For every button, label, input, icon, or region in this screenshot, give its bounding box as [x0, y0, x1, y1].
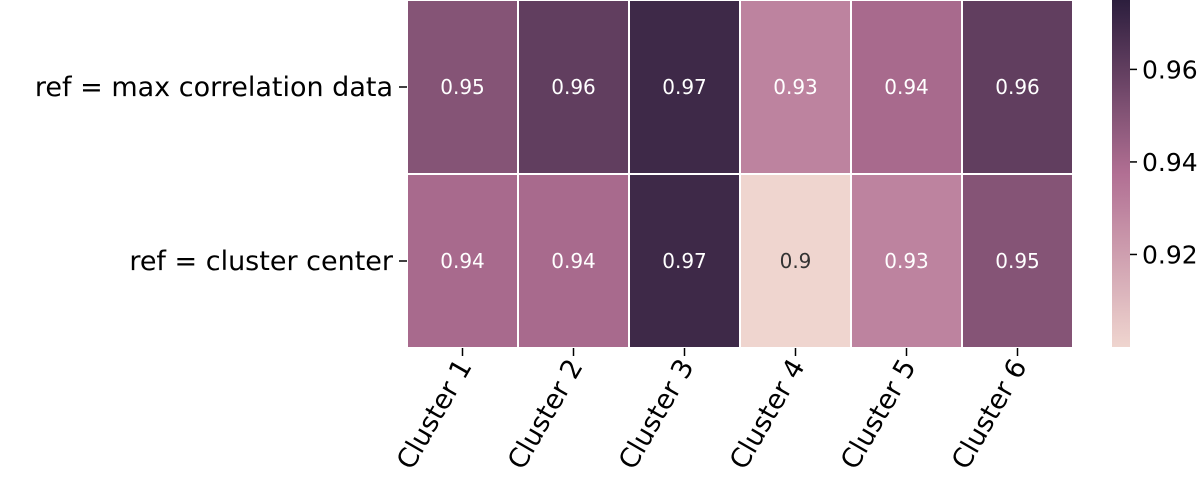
heatmap-cells [406, 0, 1074, 349]
heatmap-cell-label: 0.97 [662, 249, 707, 273]
colorbar-gradient [1112, 0, 1130, 347]
heatmap-cell-label: 0.93 [884, 249, 929, 273]
heatmap-cell-label: 0.96 [995, 75, 1040, 99]
heatmap-cell [961, 173, 1074, 349]
heatmap-cell [406, 173, 519, 349]
colorbar: 0.92 0.94 0.96 [1112, 0, 1198, 347]
y-tick-label: ref = max correlation data [35, 72, 393, 103]
heatmap-cell-label: 0.94 [551, 249, 596, 273]
heatmap-cell-label: 0.95 [440, 75, 485, 99]
heatmap-cell-label: 0.96 [551, 75, 596, 99]
colorbar-tick-label: 0.96 [1142, 55, 1198, 84]
heatmap-cell [850, 0, 963, 175]
colorbar-tick-label: 0.94 [1142, 148, 1198, 177]
y-tick-label: ref = cluster center [129, 246, 394, 277]
heatmap-cell-label: 0.97 [662, 75, 707, 99]
colorbar-tick-label: 0.92 [1142, 240, 1198, 269]
x-tick-label: Cluster 4 [724, 354, 812, 475]
heatmap-cell-labels: 0.95 0.96 0.97 0.93 0.94 0.96 0.94 0.94 0.97 0.9 0… [440, 75, 1040, 273]
y-axis: ref = max correlation data ref = cluster … [35, 72, 407, 277]
heatmap-cell [628, 0, 741, 175]
heatmap-cell [406, 0, 519, 175]
heatmap-cell-label: 0.93 [773, 75, 818, 99]
heatmap-cell [961, 0, 1074, 175]
heatmap-cell [739, 173, 852, 349]
x-tick-label: Cluster 3 [613, 354, 701, 475]
heatmap-cell-label: 0.95 [995, 249, 1040, 273]
x-tick-label: Cluster 1 [391, 354, 479, 475]
heatmap-cell [517, 173, 630, 349]
heatmap-cell [628, 173, 741, 349]
heatmap-cell-label: 0.94 [884, 75, 929, 99]
heatmap-cell [739, 0, 852, 175]
x-tick-label: Cluster 6 [946, 354, 1034, 475]
heatmap-cell-label: 0.94 [440, 249, 485, 273]
heatmap-cell-label: 0.9 [780, 249, 812, 273]
x-axis: Cluster 1 Cluster 2 Cluster 3 Cluster 4 Clus… [391, 348, 1034, 475]
heatmap-cell [517, 0, 630, 175]
x-tick-label: Cluster 2 [502, 354, 590, 475]
x-tick-label: Cluster 5 [835, 354, 923, 475]
